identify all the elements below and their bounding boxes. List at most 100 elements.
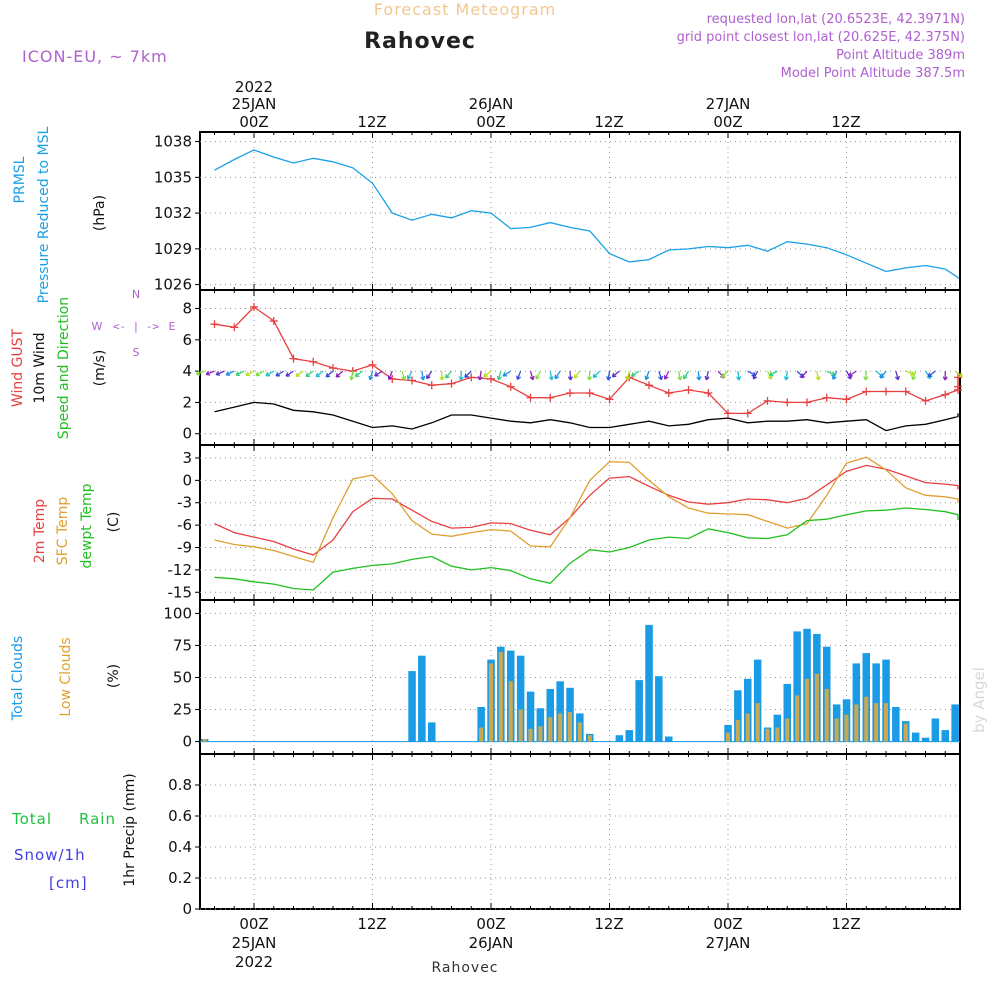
- total-clouds-bar: [734, 690, 742, 742]
- wind-direction-arrow: [516, 370, 522, 381]
- temp-dewpt-label: dewpt Temp: [79, 483, 95, 568]
- y-tick-label: -9: [177, 539, 192, 557]
- snow-label: Snow/1h: [14, 846, 86, 864]
- low-clouds-bar: [755, 703, 760, 742]
- wind-direction-arrow: [720, 370, 729, 379]
- wind-direction-arrow: [942, 371, 948, 381]
- watermark: by Angel: [970, 667, 988, 733]
- bottom-hour-label: 00Z: [476, 915, 505, 933]
- top-hour-label: 00Z: [476, 113, 505, 131]
- y-tick-label: 8: [182, 300, 192, 318]
- wind-direction-arrow: [606, 371, 612, 381]
- wind-gust-label: Wind GUST: [10, 328, 26, 407]
- wind-direction-arrow: [387, 370, 393, 381]
- y-tick-label: 50: [173, 669, 192, 687]
- wind-direction-arrow: [275, 370, 284, 377]
- wind-direction-arrow: [374, 370, 383, 377]
- wind-direction-arrow: [215, 370, 225, 376]
- gust-marker: [408, 376, 416, 385]
- wind-direction-arrow: [927, 370, 936, 378]
- wind-direction-arrow: [592, 370, 601, 379]
- wind-direction-arrow: [483, 370, 492, 378]
- precip-labels: Total Rain Snow/1h [cm] 1hr Precip (mm): [11, 773, 138, 892]
- gust-marker: [724, 409, 732, 418]
- gust-marker: [230, 323, 239, 332]
- total-clouds-bar: [526, 691, 535, 742]
- grid-point-coords: grid point closest lon,lat (20.625E, 42.…: [677, 30, 965, 45]
- y-tick-label: 0.8: [168, 776, 192, 794]
- y-tick-label: 6: [182, 331, 192, 349]
- y-tick-label: 4: [182, 362, 192, 380]
- wind-direction-arrow: [567, 371, 573, 381]
- wind-direction-arrow: [406, 370, 413, 380]
- y-tick-label: 0: [182, 900, 192, 918]
- total-clouds-bar: [655, 676, 663, 742]
- model-label: ICON-EU, ~ 7km: [22, 47, 168, 66]
- pressure-panel: 1038 1035 1032 1029 1026: [154, 131, 961, 294]
- precip-frame: [199, 753, 961, 910]
- compass-s: S: [133, 346, 140, 359]
- wind-direction-arrow: [625, 370, 631, 381]
- temp-panel: 3 0 -3 -6 -9 -12 -15: [168, 444, 961, 601]
- bottom-date-label: 26JAN: [469, 934, 514, 952]
- gust-marker: [803, 398, 811, 407]
- wind-direction-arrow: [401, 370, 407, 381]
- pressure-msl-label: Pressure Reduced to MSL: [36, 126, 52, 303]
- low-clouds-bar: [854, 704, 859, 742]
- y-tick-label: 1032: [154, 204, 192, 222]
- wind-direction-arrow: [325, 370, 334, 378]
- wind-direction-arrow: [529, 370, 535, 381]
- chart-title: Forecast Meteogram: [374, 0, 556, 19]
- cm-unit-label: [cm]: [49, 874, 88, 892]
- ms-unit-label: (m/s): [92, 350, 108, 387]
- wind-direction-arrow: [496, 370, 502, 381]
- wind-direction-arrow: [502, 370, 512, 377]
- low-clouds-bar: [844, 714, 849, 742]
- dewpt-temp-line: [214, 507, 959, 591]
- total-clouds-bar: [882, 659, 890, 742]
- wind-direction-arrow: [535, 370, 541, 380]
- y-tick-label: 2: [182, 393, 192, 411]
- bottom-hour-label: 00Z: [239, 915, 268, 933]
- gust-marker: [862, 387, 871, 396]
- low-clouds-bar: [775, 727, 780, 742]
- top-date-label: 25JAN: [232, 95, 277, 113]
- chart-panels: 103810351032102910268642030-3-6-9-12-151…: [154, 131, 963, 918]
- gust-marker: [763, 396, 772, 405]
- wind-direction-arrow: [255, 370, 265, 377]
- bottom-date-label: 25JAN: [232, 934, 277, 952]
- y-tick-label: -3: [177, 494, 192, 512]
- wind-direction-arrow: [235, 370, 245, 377]
- gust-marker: [487, 374, 495, 383]
- wind-direction-arrow: [905, 370, 915, 376]
- top-hour-label: 12Z: [831, 113, 860, 131]
- gust-marker: [585, 389, 594, 398]
- wind-direction-arrow: [611, 370, 620, 378]
- top-hour-label: 00Z: [713, 113, 742, 131]
- top-time-axis: 2022 25JAN 00Z 12Z 26JAN 00Z 12Z 27JAN 0…: [232, 78, 861, 131]
- wind-direction-arrow: [295, 370, 304, 377]
- gust-marker: [309, 357, 318, 366]
- bottom-hour-label: 12Z: [594, 915, 623, 933]
- 2m-temp-line: [214, 464, 959, 556]
- wind-direction-arrow: [894, 370, 900, 381]
- wind-direction-arrow: [349, 371, 355, 381]
- y-tick-label: 0: [182, 471, 192, 489]
- pressure-labels: PRMSL Pressure Reduced to MSL (hPa): [12, 126, 108, 303]
- top-year-label: 2022: [235, 78, 273, 96]
- clouds-panel: 100 75 50 25 0: [163, 599, 961, 755]
- y-tick-label: 1029: [154, 240, 192, 258]
- gust-marker: [842, 395, 851, 404]
- total-clouds-bar: [872, 663, 880, 742]
- wind-direction-arrow: [658, 370, 664, 381]
- y-tick-label: 100: [163, 604, 192, 622]
- wind-direction-arrow: [205, 370, 215, 376]
- low-clouds-bar: [498, 651, 503, 742]
- wind-direction-arrow: [800, 370, 808, 379]
- gust-marker: [684, 385, 693, 394]
- wind-direction-arrow: [573, 370, 581, 379]
- c-unit-label: (C): [106, 512, 122, 533]
- top-hour-label: 12Z: [594, 113, 623, 131]
- low-clouds-bar: [903, 723, 908, 742]
- pressure-frame: [199, 131, 961, 291]
